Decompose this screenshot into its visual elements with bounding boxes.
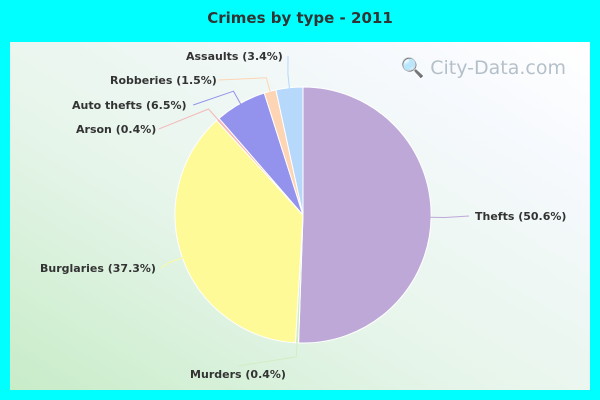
slice-thefts xyxy=(298,86,432,344)
search-icon: 🔍 xyxy=(400,57,425,79)
slice-label-thefts: Thefts (50.6%) xyxy=(475,210,566,223)
leader-line-auto-thefts xyxy=(193,90,242,106)
slice-label-arson: Arson (0.4%) xyxy=(76,123,156,136)
leader-line-robberies xyxy=(218,77,271,94)
leader-line-arson xyxy=(158,108,220,130)
leader-line-assaults xyxy=(287,55,291,90)
leader-line-thefts xyxy=(428,215,470,219)
slice-label-burglaries: Burglaries (37.3%) xyxy=(40,262,156,275)
watermark-text: City-Data.com xyxy=(430,57,566,79)
leader-line-burglaries xyxy=(160,256,185,269)
leader-line-murders xyxy=(237,340,298,367)
slice-label-auto-thefts: Auto thefts (6.5%) xyxy=(72,99,187,112)
watermark: 🔍 City-Data.com xyxy=(401,56,566,79)
slice-label-assaults: Assaults (3.4%) xyxy=(186,50,283,63)
slice-label-murders: Murders (0.4%) xyxy=(190,368,286,381)
chart-title: Crimes by type - 2011 xyxy=(207,9,393,27)
slice-label-robberies: Robberies (1.5%) xyxy=(110,74,217,87)
